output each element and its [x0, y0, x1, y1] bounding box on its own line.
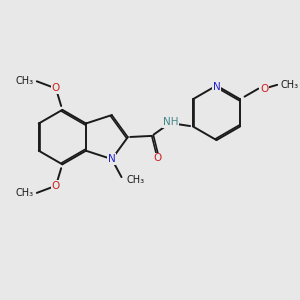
Text: CH₃: CH₃ [280, 80, 299, 90]
Text: O: O [260, 84, 268, 94]
Text: N: N [108, 154, 116, 164]
Text: O: O [52, 83, 60, 94]
Text: CH₃: CH₃ [16, 188, 34, 198]
Text: O: O [153, 153, 161, 164]
Text: CH₃: CH₃ [16, 76, 34, 86]
Text: NH: NH [163, 117, 178, 128]
Text: N: N [213, 82, 220, 92]
Text: O: O [52, 181, 60, 191]
Text: CH₃: CH₃ [127, 175, 145, 185]
